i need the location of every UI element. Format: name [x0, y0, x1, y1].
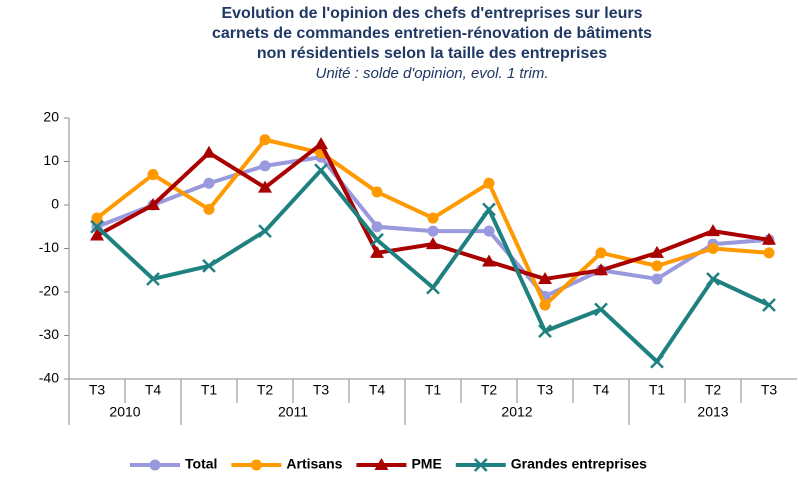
point [651, 260, 663, 272]
x-tick-label: T1 [425, 382, 442, 398]
point [258, 180, 272, 193]
chart-subtitle: Unité : solde d'opinion, evol. 1 trim. [316, 65, 549, 82]
point [203, 203, 215, 215]
point [259, 160, 271, 172]
point [538, 324, 552, 339]
x-tick-label: T4 [593, 382, 610, 398]
x-tick-label: T2 [481, 382, 498, 398]
group-label: 2011 [278, 404, 308, 420]
group-label: 2010 [109, 404, 140, 420]
x-tick-label: T3 [537, 382, 554, 398]
y-tick-label: 10 [43, 152, 59, 168]
x-tick-label: T3 [313, 382, 330, 398]
point [371, 221, 383, 233]
point [250, 459, 262, 471]
point [473, 458, 488, 472]
point [147, 169, 159, 181]
point [762, 232, 776, 245]
point [258, 224, 272, 238]
point [483, 225, 495, 237]
group-label: 2013 [697, 404, 728, 420]
point [483, 177, 495, 189]
point [374, 458, 389, 470]
point [146, 272, 160, 286]
x-tick-label: T2 [705, 382, 722, 398]
legend-label: Total [185, 456, 217, 472]
point [370, 232, 384, 247]
point [650, 354, 664, 369]
group-label: 2012 [501, 404, 532, 420]
point [763, 247, 775, 259]
point [762, 298, 776, 312]
point [314, 137, 328, 150]
line [95, 168, 770, 364]
x-tick-label: T1 [649, 382, 666, 398]
point [594, 263, 608, 276]
point [482, 254, 496, 267]
point [259, 134, 271, 146]
point [707, 243, 719, 254]
point [370, 245, 384, 258]
point [427, 225, 439, 237]
point [427, 212, 439, 224]
x-tick-label: T3 [761, 382, 778, 398]
legend-label: Artisans [286, 456, 342, 472]
point [314, 163, 328, 178]
y-tick-label: -40 [39, 370, 59, 386]
point [594, 302, 608, 317]
x-tick-label: T3 [89, 382, 106, 398]
point [651, 273, 663, 285]
x-tick-label: T1 [201, 382, 218, 398]
point [203, 177, 215, 189]
point [202, 259, 216, 273]
point [539, 299, 551, 311]
point [706, 272, 720, 286]
chart-title: non résidentiels selon la taille des ent… [257, 45, 607, 62]
x-tick-label: T2 [257, 382, 274, 398]
point [595, 247, 607, 259]
point [90, 219, 104, 234]
point [650, 245, 664, 258]
legend-label: PME [411, 456, 441, 472]
y-tick-label: -10 [39, 239, 59, 255]
y-tick-label: 0 [51, 196, 59, 212]
y-tick-label: 20 [43, 109, 59, 125]
chart-title: carnets de commandes entretien-rénovatio… [212, 25, 652, 42]
point [202, 145, 216, 158]
point [146, 198, 160, 210]
chart-title: Evolution de l'opinion des chefs d'entre… [221, 5, 642, 22]
point [706, 224, 720, 237]
x-tick-label: T4 [369, 382, 386, 398]
point [90, 228, 104, 241]
point [91, 212, 103, 224]
point [426, 237, 440, 250]
line [96, 142, 770, 281]
point [149, 459, 161, 471]
y-tick-label: -30 [39, 326, 59, 342]
point [426, 280, 440, 295]
y-tick-label: -20 [39, 283, 59, 299]
point [371, 186, 383, 198]
point [482, 202, 496, 217]
point [538, 271, 552, 284]
legend-label: Grandes entreprises [511, 456, 647, 472]
x-tick-label: T4 [145, 382, 162, 398]
